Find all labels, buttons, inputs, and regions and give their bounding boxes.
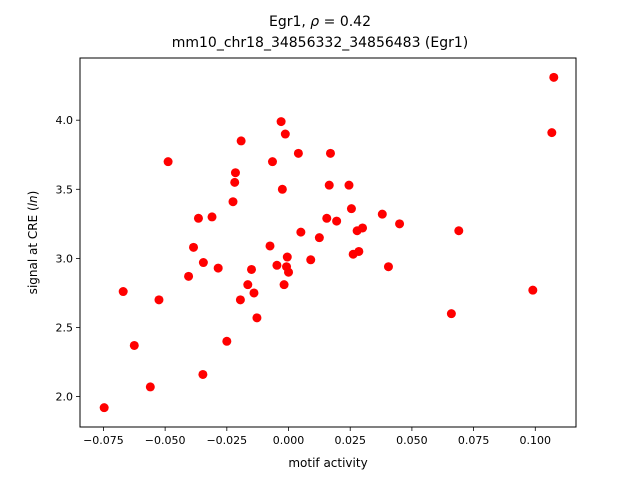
data-point	[243, 280, 253, 290]
data-point	[277, 184, 287, 194]
x-tick-label: 0.025	[334, 434, 366, 447]
y-tick-label: 2.5	[56, 321, 74, 334]
data-point	[314, 233, 324, 243]
data-point	[184, 271, 194, 281]
data-point	[454, 226, 464, 236]
chart-subtitle: mm10_chr18_34856332_34856483 (Egr1)	[171, 35, 469, 51]
points-layer	[99, 72, 559, 413]
chart-title-prefix: Egr1,	[269, 14, 311, 30]
data-point	[236, 136, 246, 146]
data-point	[154, 295, 164, 305]
data-point	[284, 267, 294, 277]
data-point	[293, 148, 303, 158]
y-tick-label: 4.0	[56, 114, 74, 127]
data-point	[446, 309, 456, 319]
data-point	[222, 336, 232, 346]
y-axis-label-prefix: signal at CRE (	[26, 206, 40, 294]
x-tick-label: −0.075	[83, 434, 124, 447]
data-point	[207, 212, 217, 222]
chart-title: Egr1, ρ = 0.42	[0, 14, 640, 30]
x-tick-label: 0.075	[458, 434, 490, 447]
data-point	[265, 241, 275, 251]
x-tick-label: 0.050	[396, 434, 428, 447]
y-tick-label: 3.0	[56, 252, 74, 265]
data-point	[280, 129, 290, 139]
data-point	[129, 340, 139, 350]
data-point	[306, 255, 316, 265]
data-point	[547, 128, 557, 138]
data-point	[228, 197, 238, 207]
data-point	[354, 246, 364, 256]
y-axis-label-italic: ln	[26, 195, 40, 206]
plot-frame	[79, 57, 577, 428]
data-point	[325, 148, 335, 158]
x-axis: −0.075 −0.050 −0.025 0.000 0.025 0.050 0.075 0.…	[83, 427, 551, 447]
data-point	[549, 72, 559, 82]
data-point	[198, 258, 208, 268]
data-point	[267, 157, 277, 167]
y-axis-label: signal at CRE (ln)	[26, 191, 40, 295]
data-point	[377, 209, 387, 219]
x-tick-label: −0.050	[145, 434, 186, 447]
data-point	[332, 216, 342, 226]
data-point	[198, 369, 208, 379]
x-tick-label: −0.025	[206, 434, 247, 447]
x-tick-label: 0.000	[273, 434, 305, 447]
data-point	[272, 260, 282, 270]
data-point	[528, 285, 538, 295]
data-point	[163, 157, 173, 167]
data-point	[252, 313, 262, 323]
data-point	[383, 262, 393, 272]
data-point	[296, 227, 306, 237]
data-point	[235, 295, 245, 305]
data-point	[282, 252, 292, 262]
x-axis-label: motif activity	[288, 456, 367, 470]
y-tick-label: 2.0	[56, 391, 74, 404]
chart-title-rho: ρ	[310, 14, 320, 30]
x-tick-label: 0.100	[520, 434, 552, 447]
data-point	[213, 263, 223, 273]
data-point	[247, 264, 256, 274]
data-point	[145, 382, 155, 392]
y-axis-label-suffix: )	[26, 191, 40, 196]
data-point	[395, 219, 405, 229]
data-point	[276, 117, 286, 127]
y-tick-label: 3.5	[56, 183, 74, 196]
data-point	[249, 288, 259, 298]
data-point	[230, 177, 240, 187]
data-point	[358, 223, 368, 233]
data-point	[118, 287, 128, 297]
data-point	[344, 180, 354, 190]
data-point	[324, 180, 334, 190]
chart-title-rho-value: = 0.42	[319, 14, 371, 30]
data-point	[193, 213, 203, 223]
data-point	[346, 204, 356, 214]
data-point	[279, 280, 289, 290]
data-point	[99, 403, 109, 413]
data-point	[322, 213, 332, 223]
data-point	[230, 168, 240, 178]
data-point	[189, 242, 199, 252]
y-axis: 2.0 2.5 3.0 3.5 4.0	[56, 114, 80, 404]
